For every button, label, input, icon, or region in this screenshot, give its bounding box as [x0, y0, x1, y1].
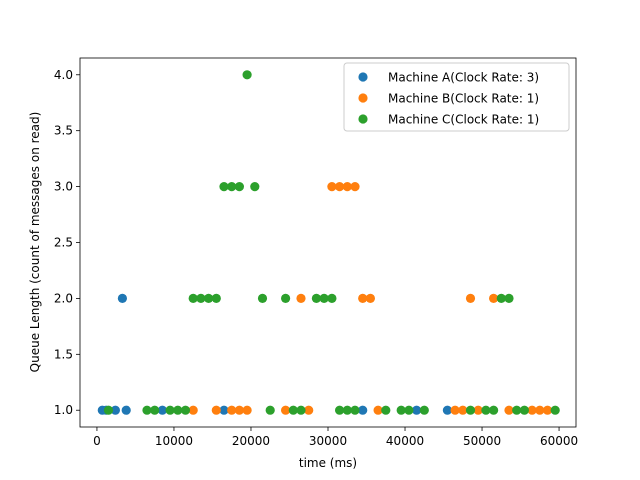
data-point-series-2: [281, 293, 291, 303]
data-point-series-1: [350, 182, 360, 192]
data-point-series-1: [304, 405, 314, 415]
y-tick-label: 3.0: [54, 180, 73, 194]
data-point-series-0: [358, 405, 368, 415]
legend-marker-series-1: [358, 93, 368, 103]
y-tick-label: 4.0: [54, 68, 73, 82]
legend-marker-series-2: [358, 114, 368, 124]
data-point-series-2: [319, 293, 329, 303]
data-point-series-2: [173, 405, 183, 415]
data-point-series-2: [342, 405, 352, 415]
data-point-series-1: [227, 405, 237, 415]
data-point-series-0: [117, 293, 127, 303]
legend-label-series-1: Machine B(Clock Rate: 1): [388, 92, 539, 106]
data-point-series-2: [204, 293, 214, 303]
data-point-series-1: [373, 405, 383, 415]
data-point-series-0: [219, 405, 229, 415]
data-point-series-2: [481, 405, 491, 415]
data-point-series-1: [335, 182, 345, 192]
data-point-series-2: [396, 405, 406, 415]
data-point-series-1: [527, 405, 537, 415]
data-point-series-0: [110, 405, 120, 415]
x-tick-label: 40000: [386, 434, 424, 448]
data-point-series-2: [504, 293, 514, 303]
data-point-series-2: [150, 405, 160, 415]
data-point-series-2: [496, 293, 506, 303]
data-point-series-2: [219, 182, 229, 192]
x-tick-label: 30000: [309, 434, 347, 448]
data-point-series-0: [412, 405, 422, 415]
data-point-series-2: [296, 405, 306, 415]
data-point-series-2: [250, 182, 260, 192]
data-point-series-1: [450, 405, 460, 415]
data-point-series-2: [103, 405, 114, 415]
data-point-series-2: [465, 405, 476, 415]
data-point-series-2: [288, 405, 298, 415]
data-point-series-1: [296, 293, 306, 303]
data-point-series-1: [504, 405, 514, 415]
data-point-series-1: [458, 405, 468, 415]
y-tick-label: 1.0: [54, 403, 73, 417]
data-point-series-2: [381, 405, 391, 415]
legend-box: [343, 62, 570, 132]
y-axis-label: Queue Length (count of messages on read): [28, 112, 42, 373]
data-point-series-1: [489, 293, 499, 303]
y-tick-label: 3.5: [54, 124, 73, 138]
data-point-series-2: [489, 405, 499, 415]
data-point-series-1: [358, 293, 368, 303]
data-point-series-1: [365, 293, 375, 303]
data-point-series-1: [473, 405, 483, 415]
data-point-series-1: [242, 405, 252, 415]
data-point-series-2: [188, 293, 198, 303]
x-tick-label: 0: [93, 434, 101, 448]
data-point-series-2: [327, 293, 337, 303]
data-point-series-1: [465, 293, 476, 303]
data-point-series-2: [265, 405, 275, 415]
data-point-series-2: [404, 405, 414, 415]
data-point-series-1: [535, 405, 545, 415]
data-point-series-1: [342, 182, 352, 192]
data-point-series-2: [142, 405, 152, 415]
data-point-series-2: [519, 405, 530, 415]
data-point-series-2: [180, 405, 191, 415]
x-tick-label: 60000: [540, 434, 578, 448]
x-tick-label: 50000: [463, 434, 501, 448]
data-point-series-0: [121, 405, 131, 415]
legend: Machine A(Clock Rate: 3) Machine B(Clock …: [343, 62, 570, 132]
data-points: [97, 70, 560, 415]
data-point-series-1: [211, 405, 221, 415]
y-axis: 1.0 1.5 2.0 2.5 3.0 3.5 4.0: [54, 68, 80, 417]
data-point-series-2: [257, 293, 268, 303]
data-point-series-1: [281, 405, 291, 415]
data-point-series-2: [311, 293, 321, 303]
legend-label-series-0: Machine A(Clock Rate: 3): [388, 71, 539, 85]
data-point-series-2: [512, 405, 522, 415]
data-point-series-2: [227, 182, 237, 192]
data-point-series-0: [442, 405, 452, 415]
legend-label-series-2: Machine C(Clock Rate: 1): [388, 113, 539, 127]
x-axis-label: time (ms): [299, 456, 357, 470]
data-point-series-2: [335, 405, 345, 415]
data-point-series-1: [234, 405, 244, 415]
data-point-series-2: [211, 293, 221, 303]
legend-marker-series-0: [358, 72, 368, 82]
data-point-series-2: [234, 182, 244, 192]
data-point-series-1: [542, 405, 553, 415]
data-point-series-1: [327, 182, 337, 192]
data-point-series-2: [350, 405, 360, 415]
x-axis: 0 10000 20000 30000 40000 50000 60000: [93, 427, 578, 448]
x-tick-label: 20000: [232, 434, 270, 448]
data-point-series-2: [196, 293, 206, 303]
data-point-series-2: [419, 405, 429, 415]
data-point-series-2: [242, 70, 252, 80]
y-tick-label: 1.5: [54, 347, 73, 361]
data-point-series-1: [188, 405, 198, 415]
x-tick-label: 10000: [155, 434, 193, 448]
data-point-series-0: [157, 405, 167, 415]
y-tick-label: 2.5: [54, 236, 73, 250]
data-point-series-2: [165, 405, 175, 415]
data-point-series-2: [550, 405, 560, 415]
y-tick-label: 2.0: [54, 291, 73, 305]
